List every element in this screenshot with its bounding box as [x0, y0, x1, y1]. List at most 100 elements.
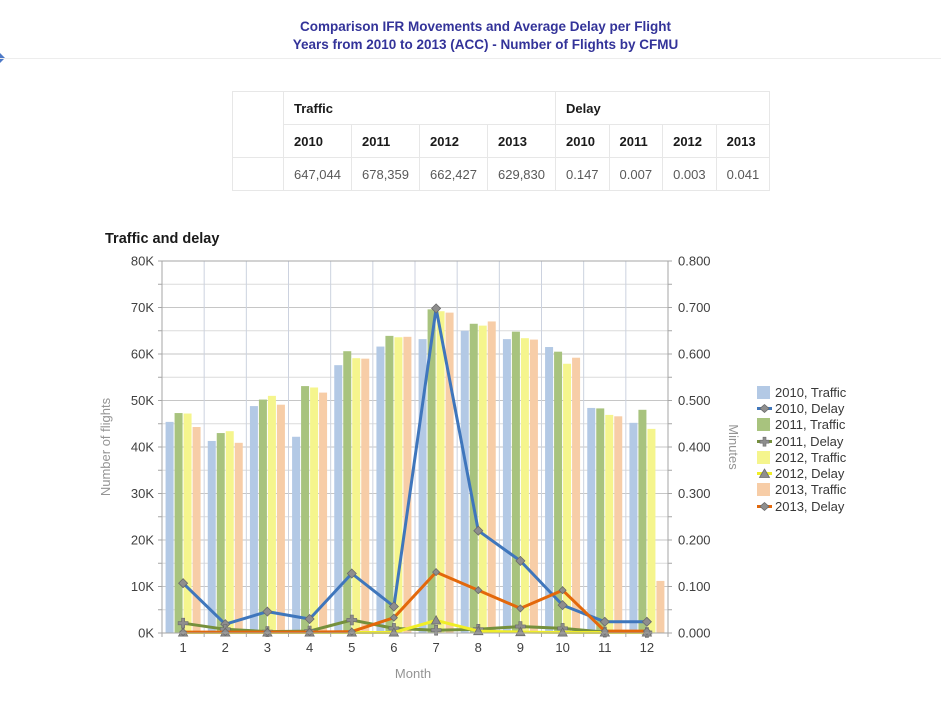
right-axis-tick: 0.000 [678, 626, 711, 641]
right-axis-tick: 0.200 [678, 533, 711, 548]
bar [403, 336, 412, 633]
left-axis-title: Number of flights [98, 397, 113, 496]
bar [418, 339, 427, 633]
marker-diamond [431, 303, 442, 314]
table-empty-cell [232, 157, 284, 191]
bar [445, 312, 454, 633]
marker-triangle [388, 627, 400, 637]
marker-diamond [515, 555, 526, 566]
bar [183, 413, 192, 633]
x-axis-tick: 11 [598, 640, 612, 655]
marker-diamond [558, 586, 567, 595]
marker-triangle [515, 626, 526, 637]
bar [394, 337, 403, 633]
bar [258, 399, 267, 633]
legend-label: 2010, Delay [775, 400, 845, 416]
bar [427, 309, 436, 633]
legend-label: 2011, Delay [775, 433, 844, 449]
bar [225, 431, 234, 633]
bars-2010-traffic [165, 330, 638, 633]
marker-plus [177, 617, 189, 629]
bar [376, 346, 385, 633]
right-axis-title: Minutes [726, 424, 741, 470]
bar [554, 351, 563, 633]
bar [647, 428, 656, 633]
x-axis-tick: 1 [179, 640, 186, 655]
x-axis-tick: 6 [390, 640, 397, 655]
marker-diamond [557, 600, 568, 611]
delay-line [181, 570, 649, 634]
table-year-cell: 2011 [608, 124, 664, 158]
left-axis-tick: 40K [131, 440, 154, 455]
bars-2013-traffic [192, 312, 665, 633]
tick-labels: 0K 10K 20K 30K 40K 50K 60K 70K 80K 0.000 0.100 0.20… [131, 254, 711, 656]
left-axis-tick: 0K [138, 626, 154, 641]
marker-diamond [389, 613, 398, 622]
marker-diamond [221, 628, 230, 637]
table-year-cell: 2010 [555, 124, 610, 158]
x-axis-tick: 10 [555, 640, 569, 655]
x-axis-title: Month [395, 666, 431, 681]
left-axis-tick: 60K [131, 347, 154, 362]
legend-swatch [757, 385, 770, 399]
marker-diamond [432, 568, 441, 577]
bar [614, 416, 623, 633]
legend-marker-triangle [757, 468, 772, 479]
bar [587, 407, 596, 633]
bar [596, 408, 605, 633]
marker-diamond [178, 578, 189, 589]
table-year-cell: 2013 [715, 124, 771, 158]
bar [545, 347, 554, 633]
x-axis-tick: 2 [222, 640, 229, 655]
bar [343, 351, 352, 633]
legend-item-2012-traffic: 2012, Traffic [757, 449, 846, 465]
axis-ticks [158, 260, 672, 637]
table-value-cell: 647,044 [283, 157, 352, 191]
bar [511, 331, 520, 633]
legend-marker-diamond-small [757, 501, 772, 511]
left-axis-tick: 80K [131, 254, 154, 269]
bar [276, 404, 285, 633]
legend-item-2012-delay: 2012, Delay [757, 465, 846, 481]
marker-diamond [473, 525, 484, 536]
bar [301, 386, 310, 633]
marker-diamond [474, 586, 483, 595]
marker-plus [346, 614, 358, 626]
bar [249, 406, 258, 633]
legend-label: 2013, Delay [775, 498, 845, 514]
bar [292, 436, 301, 633]
legend-label: 2012, Delay [775, 466, 845, 482]
bar [563, 363, 572, 633]
right-axis-tick: 0.300 [678, 486, 711, 501]
bars-2011-traffic [174, 309, 647, 633]
left-axis-tick: 20K [131, 533, 154, 548]
bar [605, 414, 614, 633]
bar [207, 440, 216, 633]
vertical-gridlines [203, 261, 627, 633]
chart-legend: 2010, Traffic 2010, Delay 2011, Traffic 201… [757, 384, 846, 514]
table-year-cell: 2010 [283, 124, 352, 158]
x-axis-tick: 7 [432, 640, 439, 655]
marker-diamond [304, 613, 315, 625]
marker-triangle [557, 627, 568, 637]
bar [216, 433, 225, 633]
table-value-cell: 662,427 [419, 157, 488, 191]
right-axis-tick: 0.700 [678, 300, 711, 315]
x-axis-tick: 9 [517, 640, 524, 655]
legend-item-2010-delay: 2010, Delay [757, 400, 846, 416]
bar [165, 421, 174, 633]
table-value-cell: 0.147 [555, 157, 610, 191]
table-value-cell: 0.007 [608, 157, 664, 191]
bar [234, 442, 243, 633]
bar [319, 392, 328, 633]
chart-title: Traffic and delay [105, 231, 220, 247]
marker-diamond [179, 628, 188, 637]
table-row-values: 647,044 678,359 662,427 629,830 0.147 0.… [232, 157, 771, 191]
table-value-cell: 678,359 [351, 157, 420, 191]
x-axis-tick: 5 [348, 640, 355, 655]
table-group-traffic: Traffic [283, 91, 556, 125]
bar [385, 335, 394, 633]
table-row-groups: Traffic Delay [232, 91, 771, 158]
